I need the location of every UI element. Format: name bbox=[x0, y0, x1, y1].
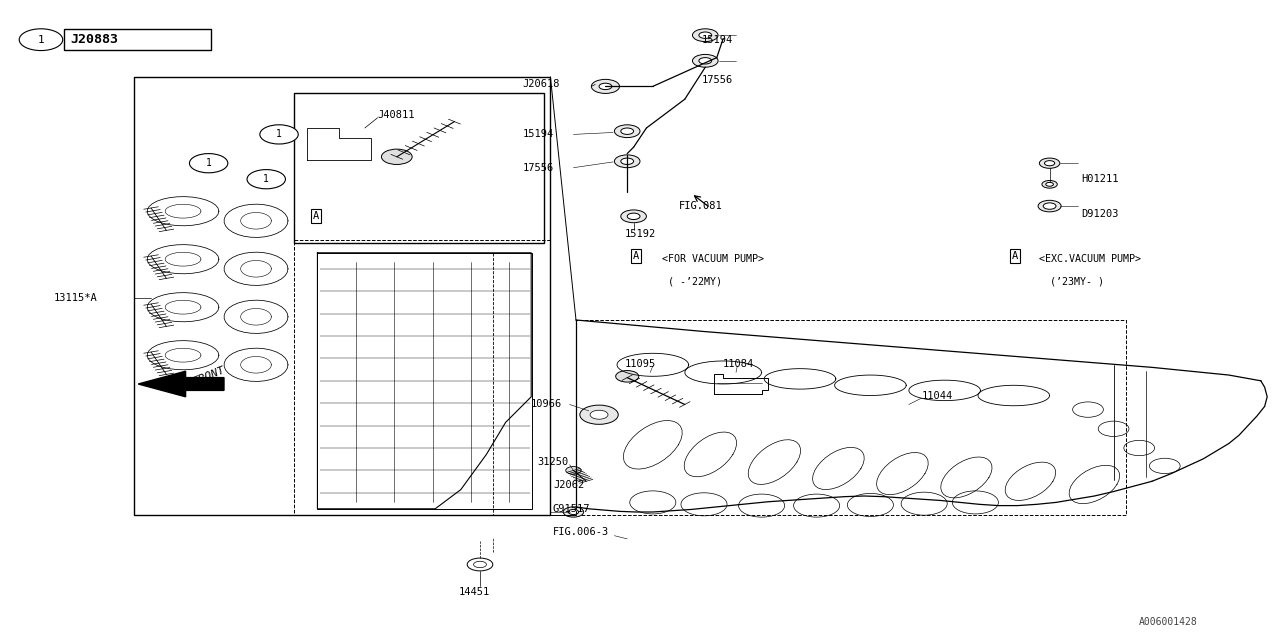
Circle shape bbox=[614, 125, 640, 138]
Text: FIG.081: FIG.081 bbox=[678, 201, 722, 211]
Circle shape bbox=[563, 507, 584, 517]
Text: 15194: 15194 bbox=[701, 35, 732, 45]
Circle shape bbox=[591, 79, 620, 93]
Circle shape bbox=[699, 58, 712, 64]
Circle shape bbox=[19, 29, 63, 51]
Circle shape bbox=[189, 154, 228, 173]
Text: 17556: 17556 bbox=[522, 163, 553, 173]
Text: 1: 1 bbox=[206, 158, 211, 168]
Text: J20618: J20618 bbox=[522, 79, 559, 90]
Circle shape bbox=[566, 467, 581, 474]
Text: A: A bbox=[314, 211, 319, 221]
Text: 1: 1 bbox=[37, 35, 45, 45]
Text: A006001428: A006001428 bbox=[1139, 617, 1198, 627]
Circle shape bbox=[568, 509, 579, 515]
Bar bbox=[576, 320, 1126, 515]
Text: A: A bbox=[1012, 251, 1018, 261]
Bar bbox=[64, 29, 211, 50]
Text: J2062: J2062 bbox=[553, 480, 584, 490]
Text: J20883: J20883 bbox=[70, 33, 119, 46]
Text: 14451: 14451 bbox=[458, 587, 489, 597]
Circle shape bbox=[614, 155, 640, 168]
Circle shape bbox=[621, 210, 646, 223]
Text: 13115*A: 13115*A bbox=[54, 292, 97, 303]
Text: J40811: J40811 bbox=[378, 110, 415, 120]
Circle shape bbox=[1038, 200, 1061, 212]
Circle shape bbox=[599, 83, 612, 90]
Circle shape bbox=[580, 405, 618, 424]
Text: G91517: G91517 bbox=[553, 504, 590, 514]
Circle shape bbox=[692, 29, 718, 42]
Text: 15192: 15192 bbox=[625, 228, 655, 239]
Polygon shape bbox=[138, 371, 224, 397]
Circle shape bbox=[1043, 203, 1056, 209]
Text: H01211: H01211 bbox=[1082, 174, 1119, 184]
Text: 11084: 11084 bbox=[723, 358, 754, 369]
Circle shape bbox=[621, 158, 634, 164]
Text: (’23MY- ): (’23MY- ) bbox=[1050, 276, 1103, 287]
Bar bbox=[134, 77, 550, 515]
Text: <FOR VACUUM PUMP>: <FOR VACUUM PUMP> bbox=[662, 254, 764, 264]
Text: 11044: 11044 bbox=[922, 390, 952, 401]
Text: FIG.006-3: FIG.006-3 bbox=[553, 527, 609, 538]
Text: 11095: 11095 bbox=[625, 358, 655, 369]
Text: D91203: D91203 bbox=[1082, 209, 1119, 220]
Text: ( -’22MY): ( -’22MY) bbox=[668, 276, 722, 287]
Circle shape bbox=[692, 54, 718, 67]
Text: 15194: 15194 bbox=[522, 129, 553, 140]
Circle shape bbox=[1046, 182, 1053, 186]
Text: A: A bbox=[634, 251, 639, 261]
Circle shape bbox=[621, 128, 634, 134]
Circle shape bbox=[381, 149, 412, 164]
Bar bbox=[294, 93, 544, 243]
Circle shape bbox=[627, 213, 640, 220]
Circle shape bbox=[699, 32, 712, 38]
Bar bbox=[294, 240, 550, 515]
Text: <EXC.VACUUM PUMP>: <EXC.VACUUM PUMP> bbox=[1039, 254, 1142, 264]
Circle shape bbox=[247, 170, 285, 189]
Bar bbox=[317, 253, 532, 509]
Text: 31250: 31250 bbox=[538, 457, 568, 467]
Text: 1: 1 bbox=[276, 129, 282, 140]
Text: 1: 1 bbox=[264, 174, 269, 184]
Circle shape bbox=[260, 125, 298, 144]
Circle shape bbox=[1042, 180, 1057, 188]
Text: 17556: 17556 bbox=[701, 75, 732, 85]
Text: FRONT: FRONT bbox=[192, 365, 227, 387]
Circle shape bbox=[590, 410, 608, 419]
Text: 10966: 10966 bbox=[531, 399, 562, 410]
Circle shape bbox=[1044, 161, 1055, 166]
Circle shape bbox=[1039, 158, 1060, 168]
Circle shape bbox=[616, 371, 639, 382]
